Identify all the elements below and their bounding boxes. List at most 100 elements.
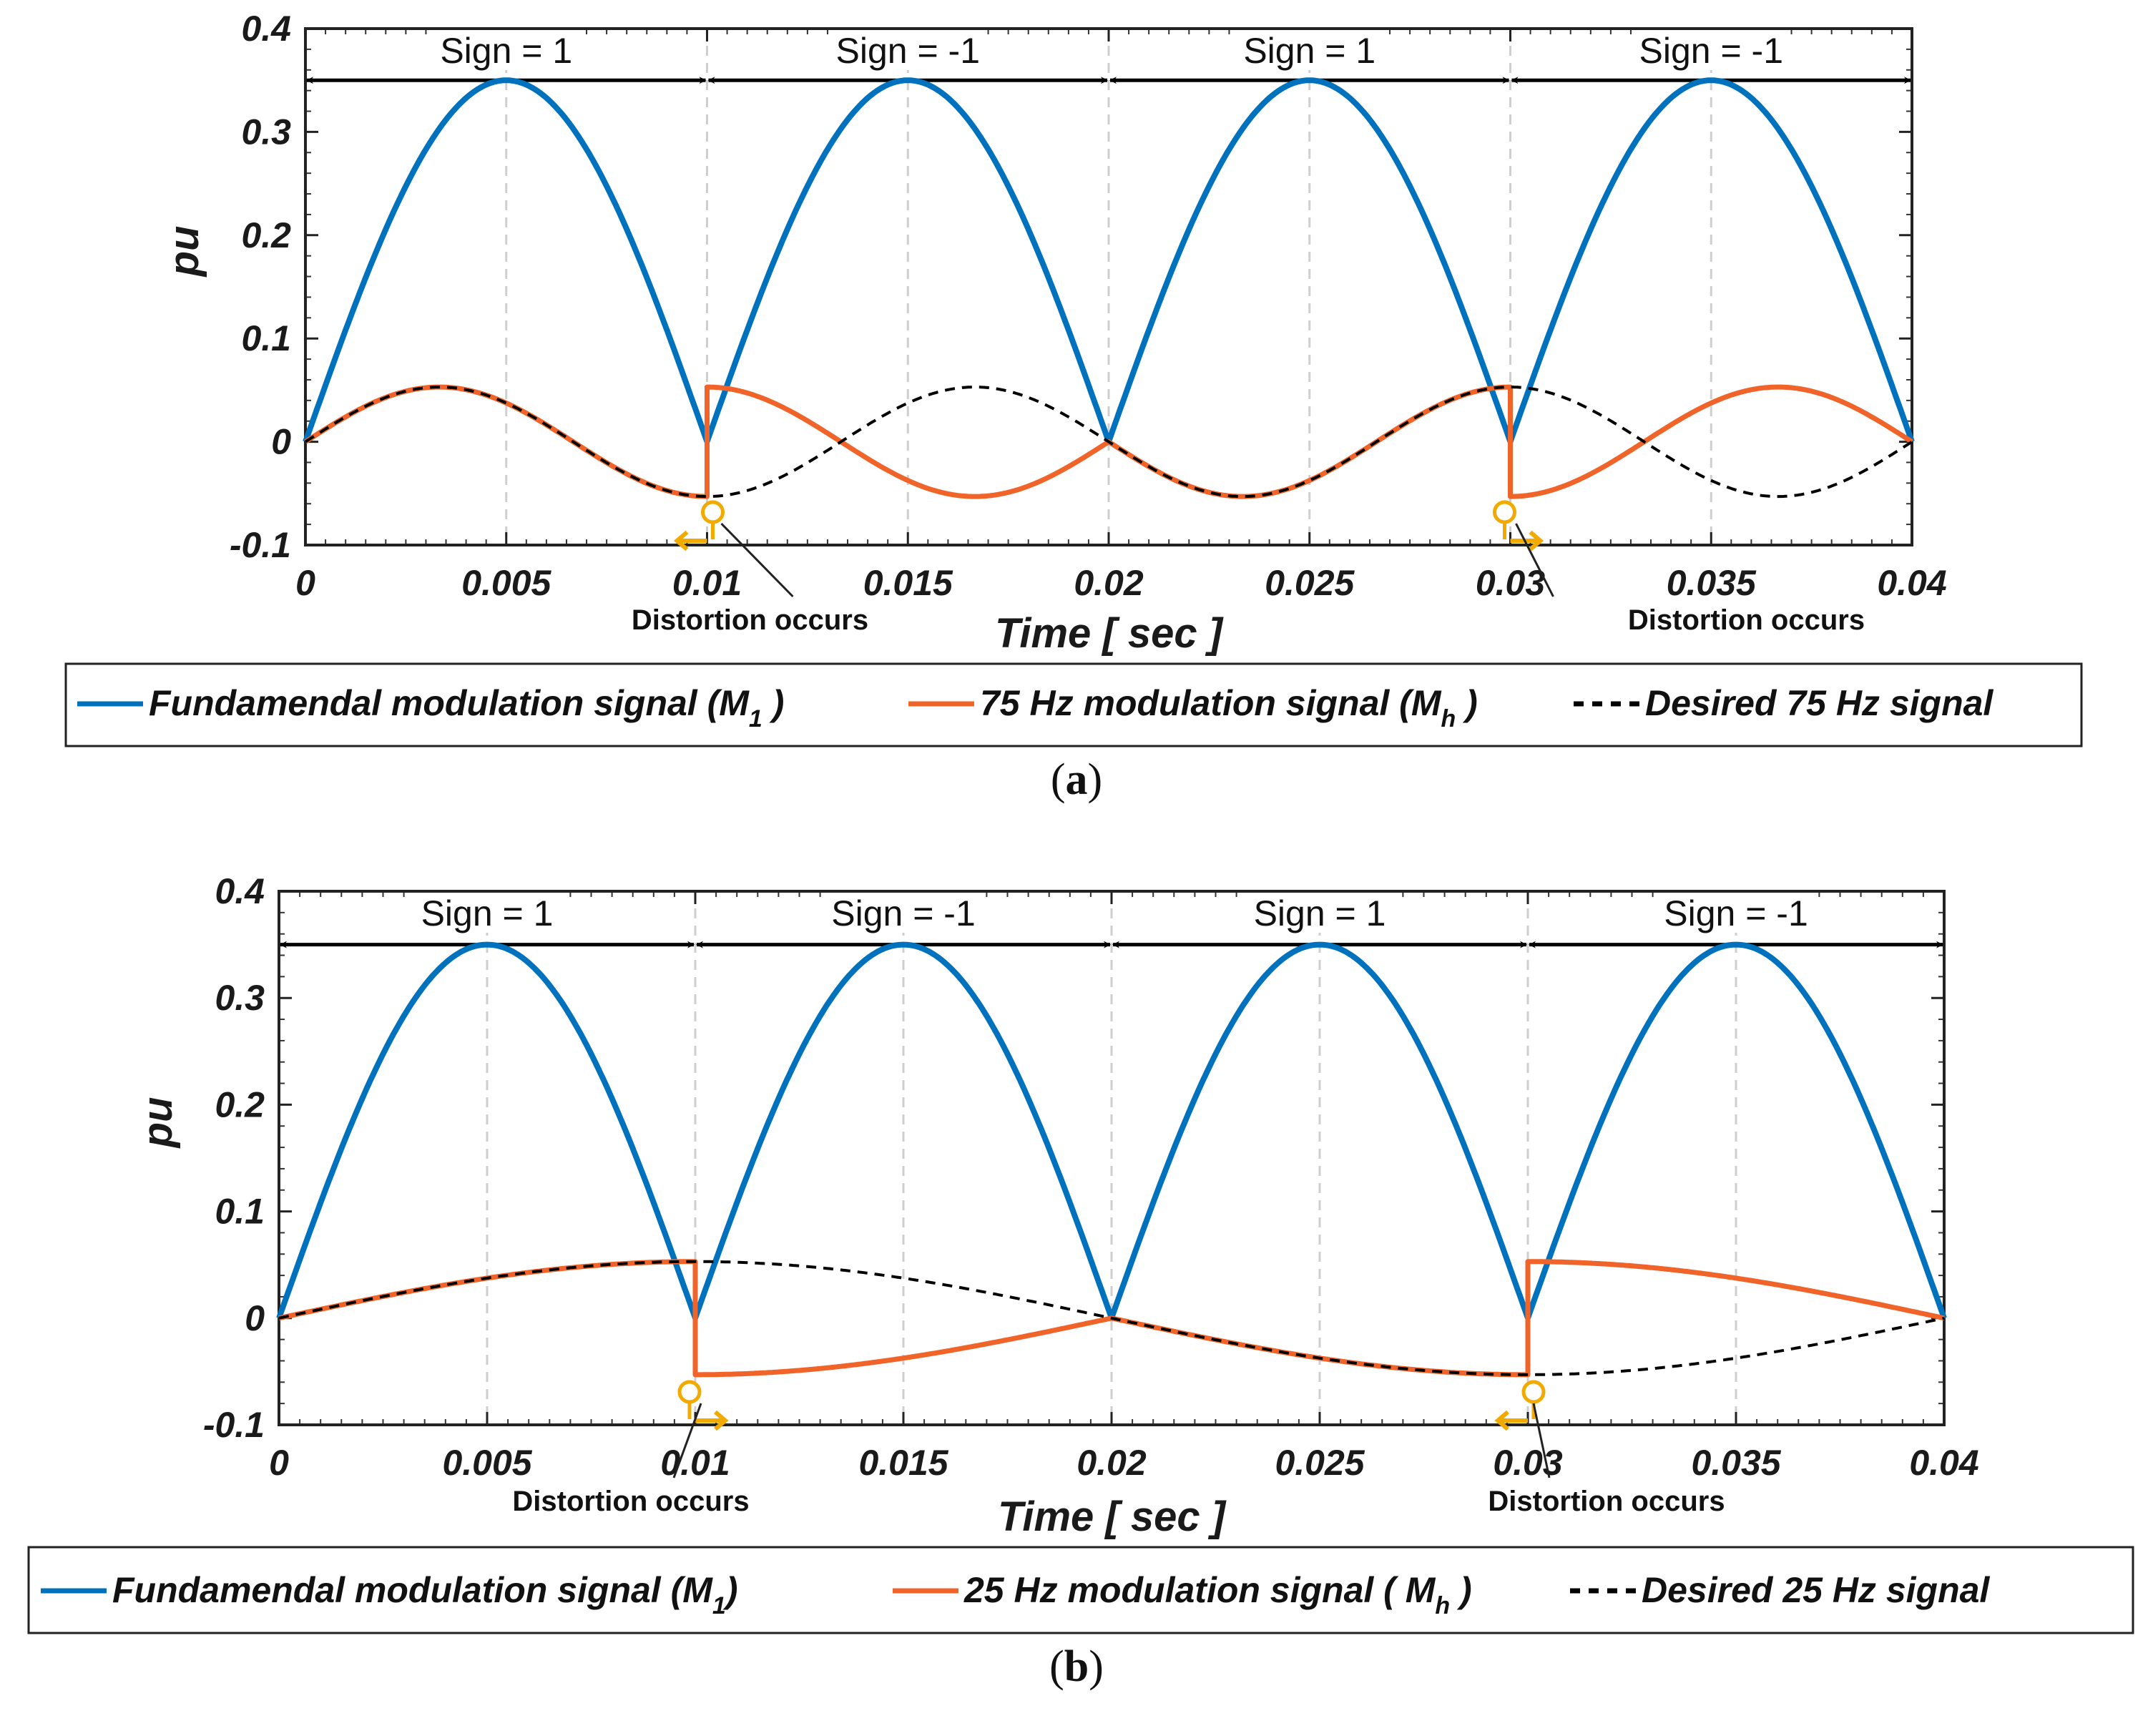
legend-label-tail: ) (1450, 1570, 1472, 1610)
y-tick-label: -0.1 (230, 525, 291, 565)
legend-label-main: Desired 75 Hz signal (1645, 683, 1993, 723)
y-axis-label: pu (161, 226, 207, 278)
y-tick-label: 0.3 (215, 978, 265, 1018)
distortion-marker-arrow-icon (673, 530, 707, 551)
sign-label: Sign = 1 (1254, 893, 1386, 933)
x-tick-label: 0.01 (660, 1443, 730, 1483)
legend-label-main: Fundamendal modulation signal (M (149, 683, 750, 723)
sign-label: Sign = -1 (831, 893, 976, 933)
panel-a: 0 0.005 0.01 0.015 0.02 0.025 0.03 0.035 0.04 -0.… (64, 9, 2083, 804)
legend-box (27, 1546, 2134, 1634)
x-tick-label: 0.025 (1275, 1443, 1365, 1483)
plot-frame (304, 27, 1913, 546)
annotation-pointer (1532, 1403, 1551, 1478)
legend-label-tail: ) (722, 1570, 738, 1610)
x-tick-label: 0.005 (461, 563, 551, 603)
x-tick-label: 0 (295, 563, 315, 603)
panel-caption-open: ( (1049, 1642, 1064, 1691)
y-tick-label: 0 (245, 1298, 265, 1338)
sign-label: Sign = -1 (1639, 31, 1783, 71)
sign-label: Sign = 1 (421, 893, 554, 933)
legend-label-main: Fundamendal modulation signal (M (112, 1570, 713, 1610)
panel-caption-letter: b (1064, 1642, 1089, 1691)
y-tick-label: 0.4 (241, 9, 291, 49)
distortion-marker-icon (677, 1380, 702, 1404)
distortion-annotation: Distortion occurs (1488, 1486, 1725, 1517)
y-tick-label: -0.1 (203, 1405, 265, 1445)
legend-label-main: 25 Hz modulation signal ( M (963, 1570, 1436, 1610)
plot-frame (278, 890, 1946, 1426)
legend-label: 25 Hz modulation signal ( Mh ) (963, 1570, 1472, 1619)
x-tick-label: 0.03 (1493, 1443, 1563, 1483)
distortion-marker-arrow-icon (1494, 1410, 1528, 1431)
x-tick-label: 0.015 (863, 563, 953, 603)
y-tick-label: 0.1 (215, 1192, 265, 1232)
panel-caption: (b) (1049, 1642, 1104, 1691)
sign-label-bg (1241, 893, 1398, 933)
panel-caption-close: ) (1088, 755, 1103, 804)
panel-caption-open: ( (1051, 755, 1066, 804)
series-desired-line (278, 1260, 1945, 1376)
legend-label-subscript: 1 (712, 1592, 726, 1619)
legend-label: Fundamendal modulation signal (M1) (112, 1570, 737, 1619)
x-tick-label: 0.025 (1265, 563, 1355, 603)
sign-label-bg (1657, 893, 1815, 933)
legend-label-main: 75 Hz modulation signal (M (980, 683, 1442, 723)
legend-label: Fundamendal modulation signal (M1 ) (149, 683, 784, 732)
sign-label-bg (1230, 30, 1388, 70)
legend-label-tail: ) (1456, 683, 1478, 723)
legend-label: Desired 75 Hz signal (1645, 683, 1993, 723)
y-tick-label: 0.2 (241, 215, 291, 255)
x-tick-label: 0.005 (442, 1443, 532, 1483)
x-tick-label: 0.02 (1076, 1443, 1147, 1483)
distortion-annotation: Distortion occurs (1628, 604, 1865, 636)
panel-caption-letter: a (1066, 755, 1088, 804)
x-axis-label: Time [ sec ] (998, 1494, 1227, 1540)
sign-label: Sign = 1 (440, 31, 572, 71)
x-tick-label: 0.015 (858, 1443, 948, 1483)
legend-label: 75 Hz modulation signal (Mh ) (980, 683, 1478, 732)
legend-box (64, 662, 2083, 747)
sign-label-bg (408, 893, 566, 933)
x-tick-label: 0.01 (672, 563, 742, 603)
y-tick-label: 0.2 (215, 1084, 265, 1124)
panel-caption: (a) (1051, 755, 1102, 804)
y-tick-label: 0 (271, 422, 291, 462)
distortion-marker-icon (1521, 1380, 1546, 1404)
x-tick-label: 0.02 (1074, 563, 1144, 603)
legend-label-subscript: 1 (749, 705, 762, 732)
x-tick-label: 0.035 (1691, 1443, 1781, 1483)
y-tick-label: 0.3 (241, 112, 291, 152)
x-axis-label: Time [ sec ] (995, 610, 1224, 657)
sign-label: Sign = -1 (835, 31, 980, 71)
y-axis-label: pu (134, 1097, 181, 1149)
x-tick-label: 0.04 (1909, 1443, 1978, 1483)
sign-label-bg (1632, 30, 1790, 70)
distortion-marker-icon (1493, 500, 1516, 524)
distortion-marker-arrow-icon (695, 1410, 729, 1431)
y-tick-label: 0.1 (241, 318, 291, 358)
legend-label-subscript: h (1435, 1592, 1450, 1619)
legend-label-main: Desired 25 Hz signal (1642, 1570, 1990, 1610)
annotation-pointer (1515, 523, 1554, 597)
distortion-annotation: Distortion occurs (512, 1486, 749, 1517)
sign-label-bg (825, 893, 982, 933)
distortion-annotation: Distortion occurs (632, 604, 868, 636)
x-tick-label: 0.035 (1667, 563, 1757, 603)
legend-label: Desired 25 Hz signal (1642, 1570, 1990, 1610)
series-desired-line (304, 386, 1913, 499)
x-tick-label: 0.04 (1877, 563, 1946, 603)
sign-label: Sign = -1 (1664, 893, 1808, 933)
x-tick-label: 0 (269, 1443, 289, 1483)
legend-label-subscript: h (1441, 705, 1456, 732)
x-tick-label: 0.03 (1476, 563, 1546, 603)
annotation-pointer (672, 1403, 702, 1478)
sign-label-bg (427, 30, 585, 70)
sign-label: Sign = 1 (1243, 31, 1375, 71)
legend-label-tail: ) (762, 683, 785, 723)
panel-b: 0 0.005 0.01 0.015 0.02 0.025 0.03 0.035 0.04 -0.… (27, 871, 2134, 1691)
y-tick-label: 0.4 (215, 871, 265, 911)
annotation-pointer (720, 522, 794, 598)
panel-caption-close: ) (1089, 1642, 1104, 1691)
